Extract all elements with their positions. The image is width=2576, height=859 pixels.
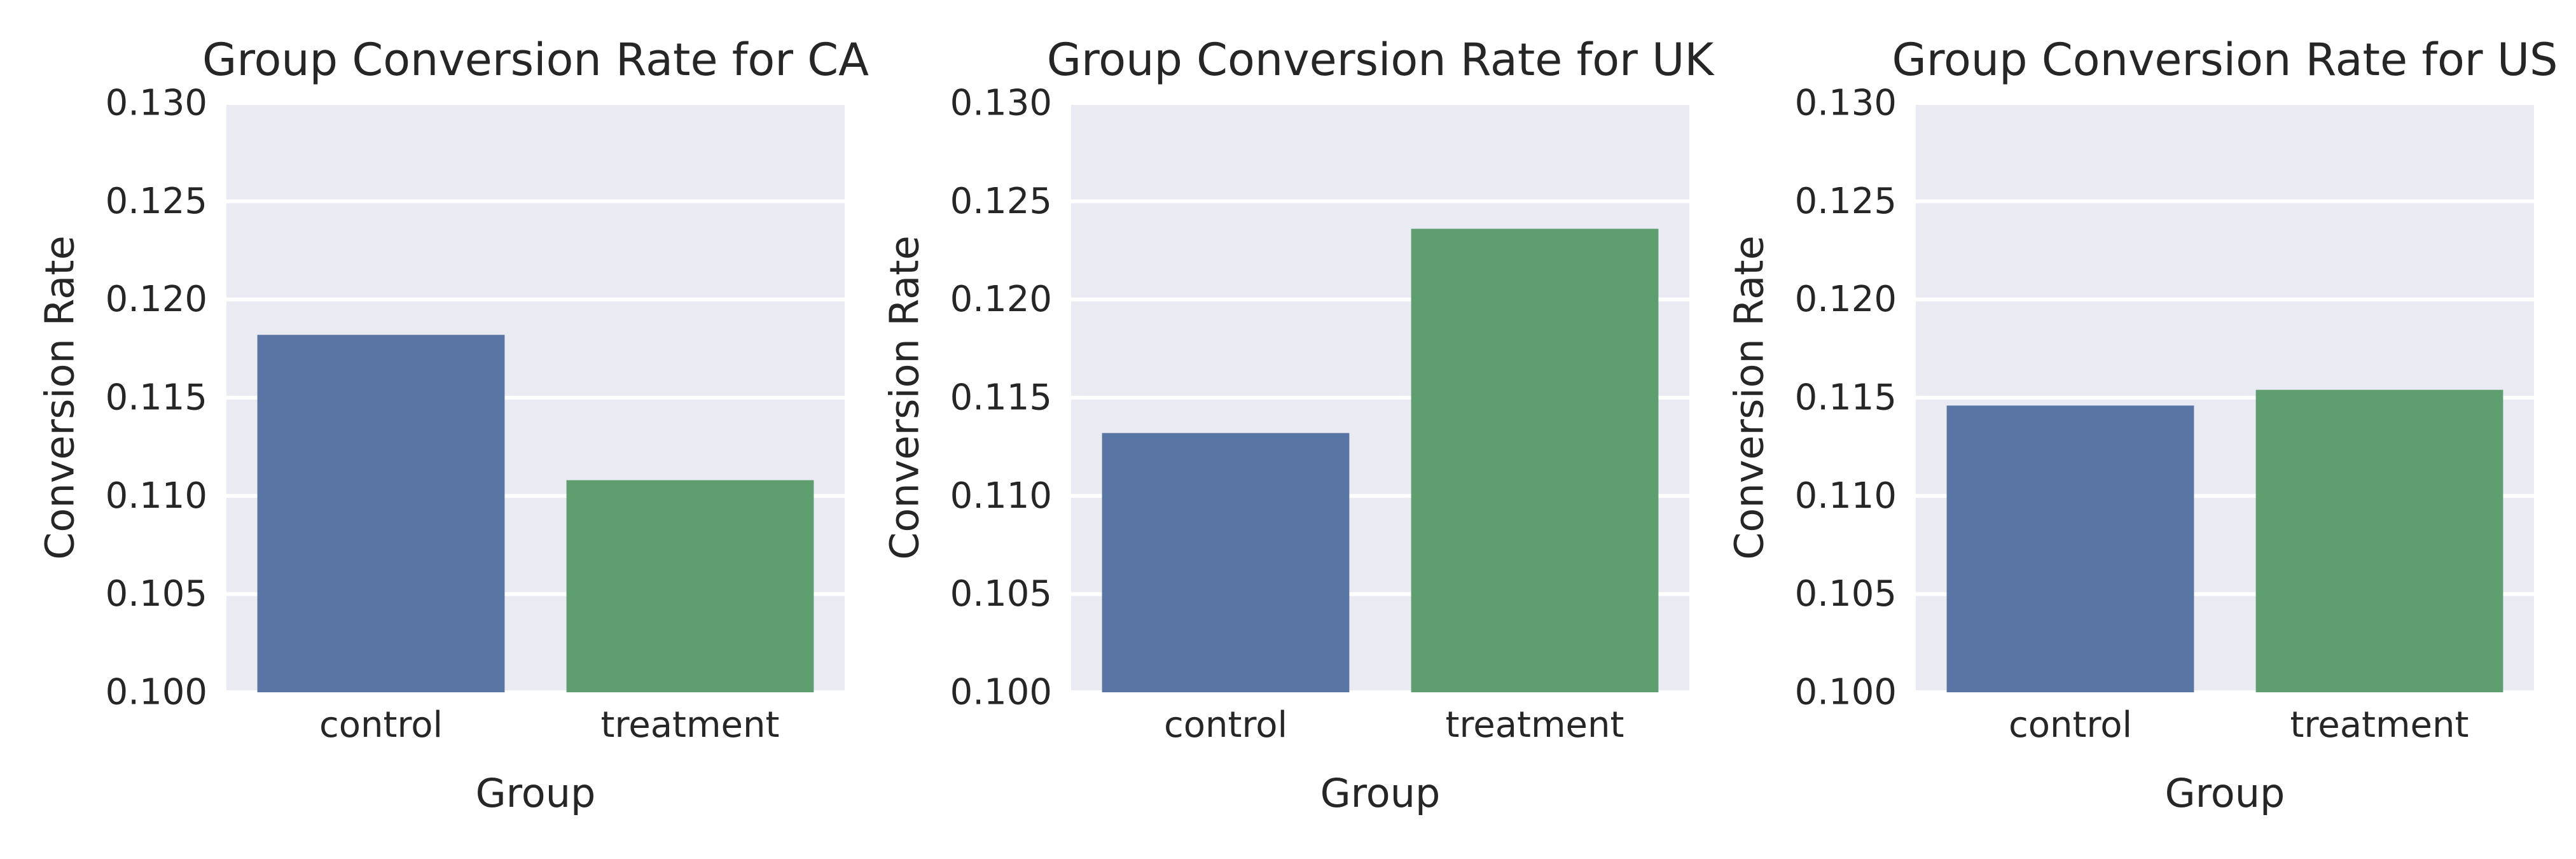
chart-title: Group Conversion Rate for CA — [202, 34, 869, 86]
x-tick-label: control — [2009, 704, 2132, 746]
y-tick-label: 0.100 — [950, 672, 1052, 713]
y-tick-label: 0.120 — [1795, 279, 1897, 320]
chart-panel-0: 0.100 0.105 0.110 0.115 0.120 0.125 0.130 contr… — [37, 34, 869, 816]
bar-control — [1946, 405, 2194, 692]
x-tick-label: control — [1164, 704, 1287, 746]
y-axis-label: Conversion Rate — [882, 235, 928, 559]
y-tick-label: 0.110 — [106, 475, 207, 517]
y-tick-label: 0.125 — [950, 181, 1052, 222]
y-tick-label: 0.125 — [106, 181, 207, 222]
y-tick-label: 0.100 — [1795, 672, 1897, 713]
x-axis-label: Group — [476, 770, 596, 816]
bar-control — [257, 335, 505, 692]
y-tick-label: 0.110 — [1795, 475, 1897, 517]
bar-control — [1102, 433, 1350, 692]
y-axis-label: Conversion Rate — [37, 235, 83, 559]
y-tick-label: 0.125 — [1795, 181, 1897, 222]
y-tick-label: 0.115 — [1795, 377, 1897, 419]
y-tick-label: 0.115 — [950, 377, 1052, 419]
y-tick-label: 0.105 — [1795, 573, 1897, 615]
x-tick-label: treatment — [2290, 704, 2469, 746]
y-tick-label: 0.100 — [106, 672, 207, 713]
chart-title: Group Conversion Rate for UK — [1047, 34, 1715, 86]
y-tick-label: 0.120 — [106, 279, 207, 320]
y-tick-label: 0.120 — [950, 279, 1052, 320]
y-axis-label: Conversion Rate — [1726, 235, 1773, 559]
bar-treatment — [1411, 228, 1659, 693]
x-tick-label: treatment — [1446, 704, 1624, 746]
y-tick-label: 0.105 — [950, 573, 1052, 615]
x-axis-label: Group — [1320, 770, 1441, 816]
y-tick-label: 0.110 — [950, 475, 1052, 517]
chart-panel-2: 0.100 0.105 0.110 0.115 0.120 0.125 0.130 contr… — [1726, 34, 2558, 816]
y-tick-label: 0.130 — [1795, 83, 1897, 124]
chart-panel-1: 0.100 0.105 0.110 0.115 0.120 0.125 0.130 contr… — [882, 34, 1715, 816]
bar-treatment — [2255, 389, 2503, 692]
chart-title: Group Conversion Rate for US — [1892, 34, 2558, 86]
y-tick-label: 0.105 — [106, 573, 207, 615]
bar-treatment — [566, 480, 814, 692]
y-tick-label: 0.130 — [106, 83, 207, 124]
x-tick-label: treatment — [601, 704, 780, 746]
y-tick-label: 0.115 — [106, 377, 207, 419]
x-tick-label: control — [319, 704, 443, 746]
x-axis-label: Group — [2165, 770, 2285, 816]
y-tick-label: 0.130 — [950, 83, 1052, 124]
